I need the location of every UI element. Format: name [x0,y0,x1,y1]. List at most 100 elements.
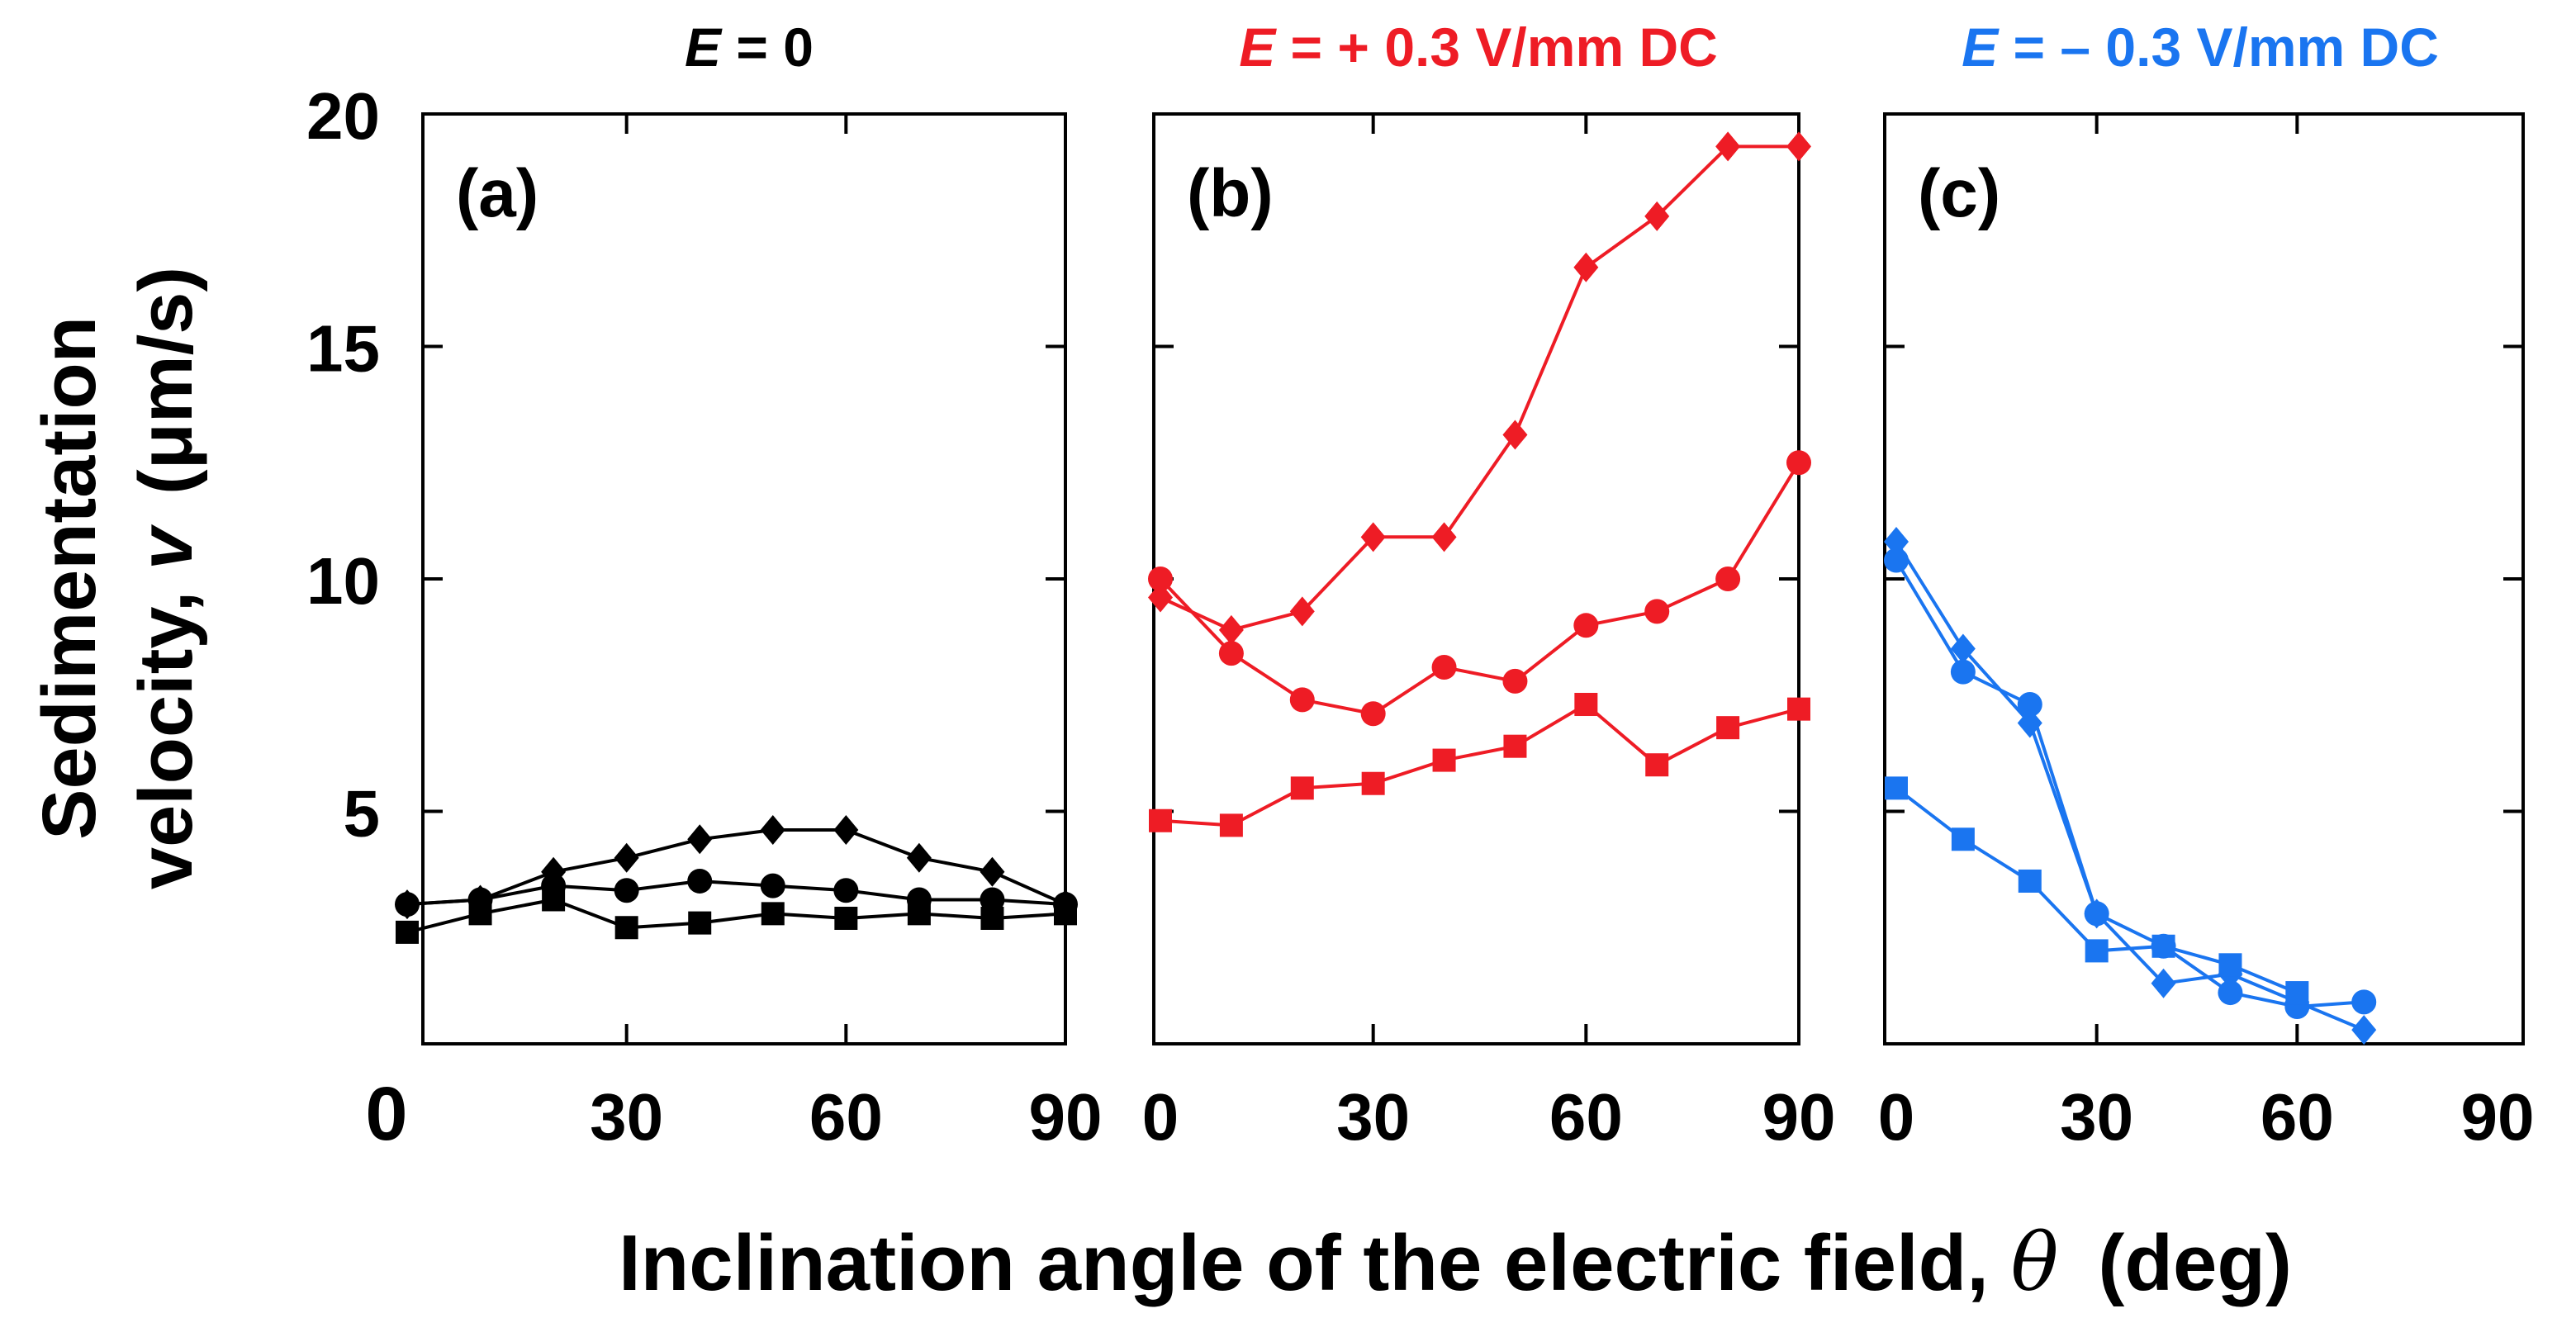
panel-title: E = 0 [685,17,814,78]
data-point-square [2285,981,2309,1005]
data-point-square [614,916,638,940]
x-tick-label: 30 [590,1080,663,1154]
origin-label: 0 [365,1072,407,1156]
data-point-circle [1502,668,1528,694]
y-axis-label-variable: v [124,524,208,570]
panel-label: (c) [1918,156,2000,231]
data-point-circle [2218,980,2243,1006]
data-point-square [2085,939,2109,963]
series-line-diamond [1160,145,1799,632]
panel-label: (a) [456,156,538,231]
data-point-square [1951,827,1975,851]
data-point-square [1787,697,1810,721]
series-line-diamond [1895,540,2365,1031]
data-point-square [1361,771,1385,795]
data-point-square [1149,808,1172,832]
y-axis-label-line1: Sedimentation [27,316,111,840]
y-tick-label: 5 [344,777,381,851]
data-point-square [1645,753,1669,777]
data-point-circle [760,873,785,898]
x-axis-label: Inclination angle of the electric field,… [619,1216,2292,1309]
x-axis-label-text: Inclination angle of the electric field, [619,1219,2011,1307]
data-point-diamond [2017,708,2042,738]
panel-c: E = – 0.3 V/mm DC (c) 0 30 60 90 [1878,17,2535,1154]
data-point-diamond [2351,1015,2377,1045]
x-tick-label: 0 [1142,1080,1179,1154]
y-tick-label: 15 [306,312,380,386]
x-tick-label: 90 [2461,1080,2535,1154]
data-point-circle [1360,701,1386,727]
data-point-diamond [1360,522,1386,552]
x-tick-label: 60 [2261,1080,2334,1154]
panel-title-rest: = + 0.3 V/mm DC [1275,17,1718,78]
x-tick-label: 90 [1762,1080,1836,1154]
panel-a: E = 0 (a) 5 10 15 20 30 60 90 0 [306,17,1102,1156]
data-point-circle [1573,613,1599,638]
data-point-square [2218,953,2242,977]
data-point-diamond [687,824,713,855]
data-point-square [1716,716,1740,740]
data-point-square [468,902,492,926]
data-point-diamond [1148,582,1173,613]
panel-title-rest: = 0 [721,17,814,78]
data-point-diamond [1644,201,1670,231]
x-tick-label: 0 [1878,1080,1915,1154]
plot-frame [1883,112,2525,1045]
data-point-diamond [980,856,1005,887]
data-point-circle [2084,901,2109,927]
data-point-square [1574,693,1598,717]
data-point-square [980,906,1004,930]
data-point-square [761,902,785,926]
x-tick-label: 60 [809,1080,883,1154]
data-point-circle [1218,641,1244,666]
data-point-diamond [614,842,639,873]
data-point-square [1885,776,1908,800]
x-axis-label-variable: θ [2011,1216,2059,1309]
panel-label: (b) [1187,156,1274,231]
data-point-circle [395,892,420,917]
data-point-circle [1644,599,1670,624]
y-axis-label-prefix: velocity, [124,570,208,889]
panel-title-variable: E [685,17,723,78]
panel-title-variable: E [1962,17,2000,78]
x-tick-label: 90 [1029,1080,1103,1154]
data-point-diamond [1884,526,1909,557]
y-tick-label: 10 [306,544,380,618]
series-line-diamond [406,828,1066,907]
x-tick-label: 60 [1549,1080,1623,1154]
data-point-diamond [2151,968,2176,998]
data-point-circle [2351,989,2377,1015]
data-point-circle [833,878,859,903]
data-point-square [1503,734,1527,758]
data-point-circle [980,887,1005,913]
data-point-diamond [1431,522,1457,552]
data-point-circle [1431,654,1457,680]
data-point-diamond [906,842,932,873]
data-point-circle [1289,687,1315,713]
data-point-square [907,902,931,926]
x-axis-label-unit: (deg) [2098,1219,2292,1307]
data-point-square [2018,869,2042,893]
data-point-diamond [1502,420,1528,450]
data-point-diamond [1715,131,1741,162]
data-point-circle [614,878,639,903]
series-line-circle [1895,559,2365,1008]
data-point-square [2151,934,2175,958]
data-point-square [1432,748,1456,772]
data-point-square [1219,813,1243,837]
data-point-circle [687,868,713,894]
panel-title: E = – 0.3 V/mm DC [1962,17,2439,78]
data-point-square [542,888,566,912]
data-point-square [1290,776,1314,800]
data-point-diamond [1786,131,1811,162]
panel-title: E = + 0.3 V/mm DC [1239,17,1718,78]
data-point-diamond [1950,633,1976,664]
plot-frame [1152,112,1800,1045]
data-point-circle [1884,548,1909,573]
data-point-circle [1715,567,1741,591]
series-line-circle [406,879,1066,907]
data-point-diamond [1218,614,1244,645]
panel-title-rest: = – 0.3 V/mm DC [1998,17,2439,78]
y-axis-label-line2: velocity, v (μm/s) [124,267,208,889]
series-line-circle [1159,462,1800,716]
